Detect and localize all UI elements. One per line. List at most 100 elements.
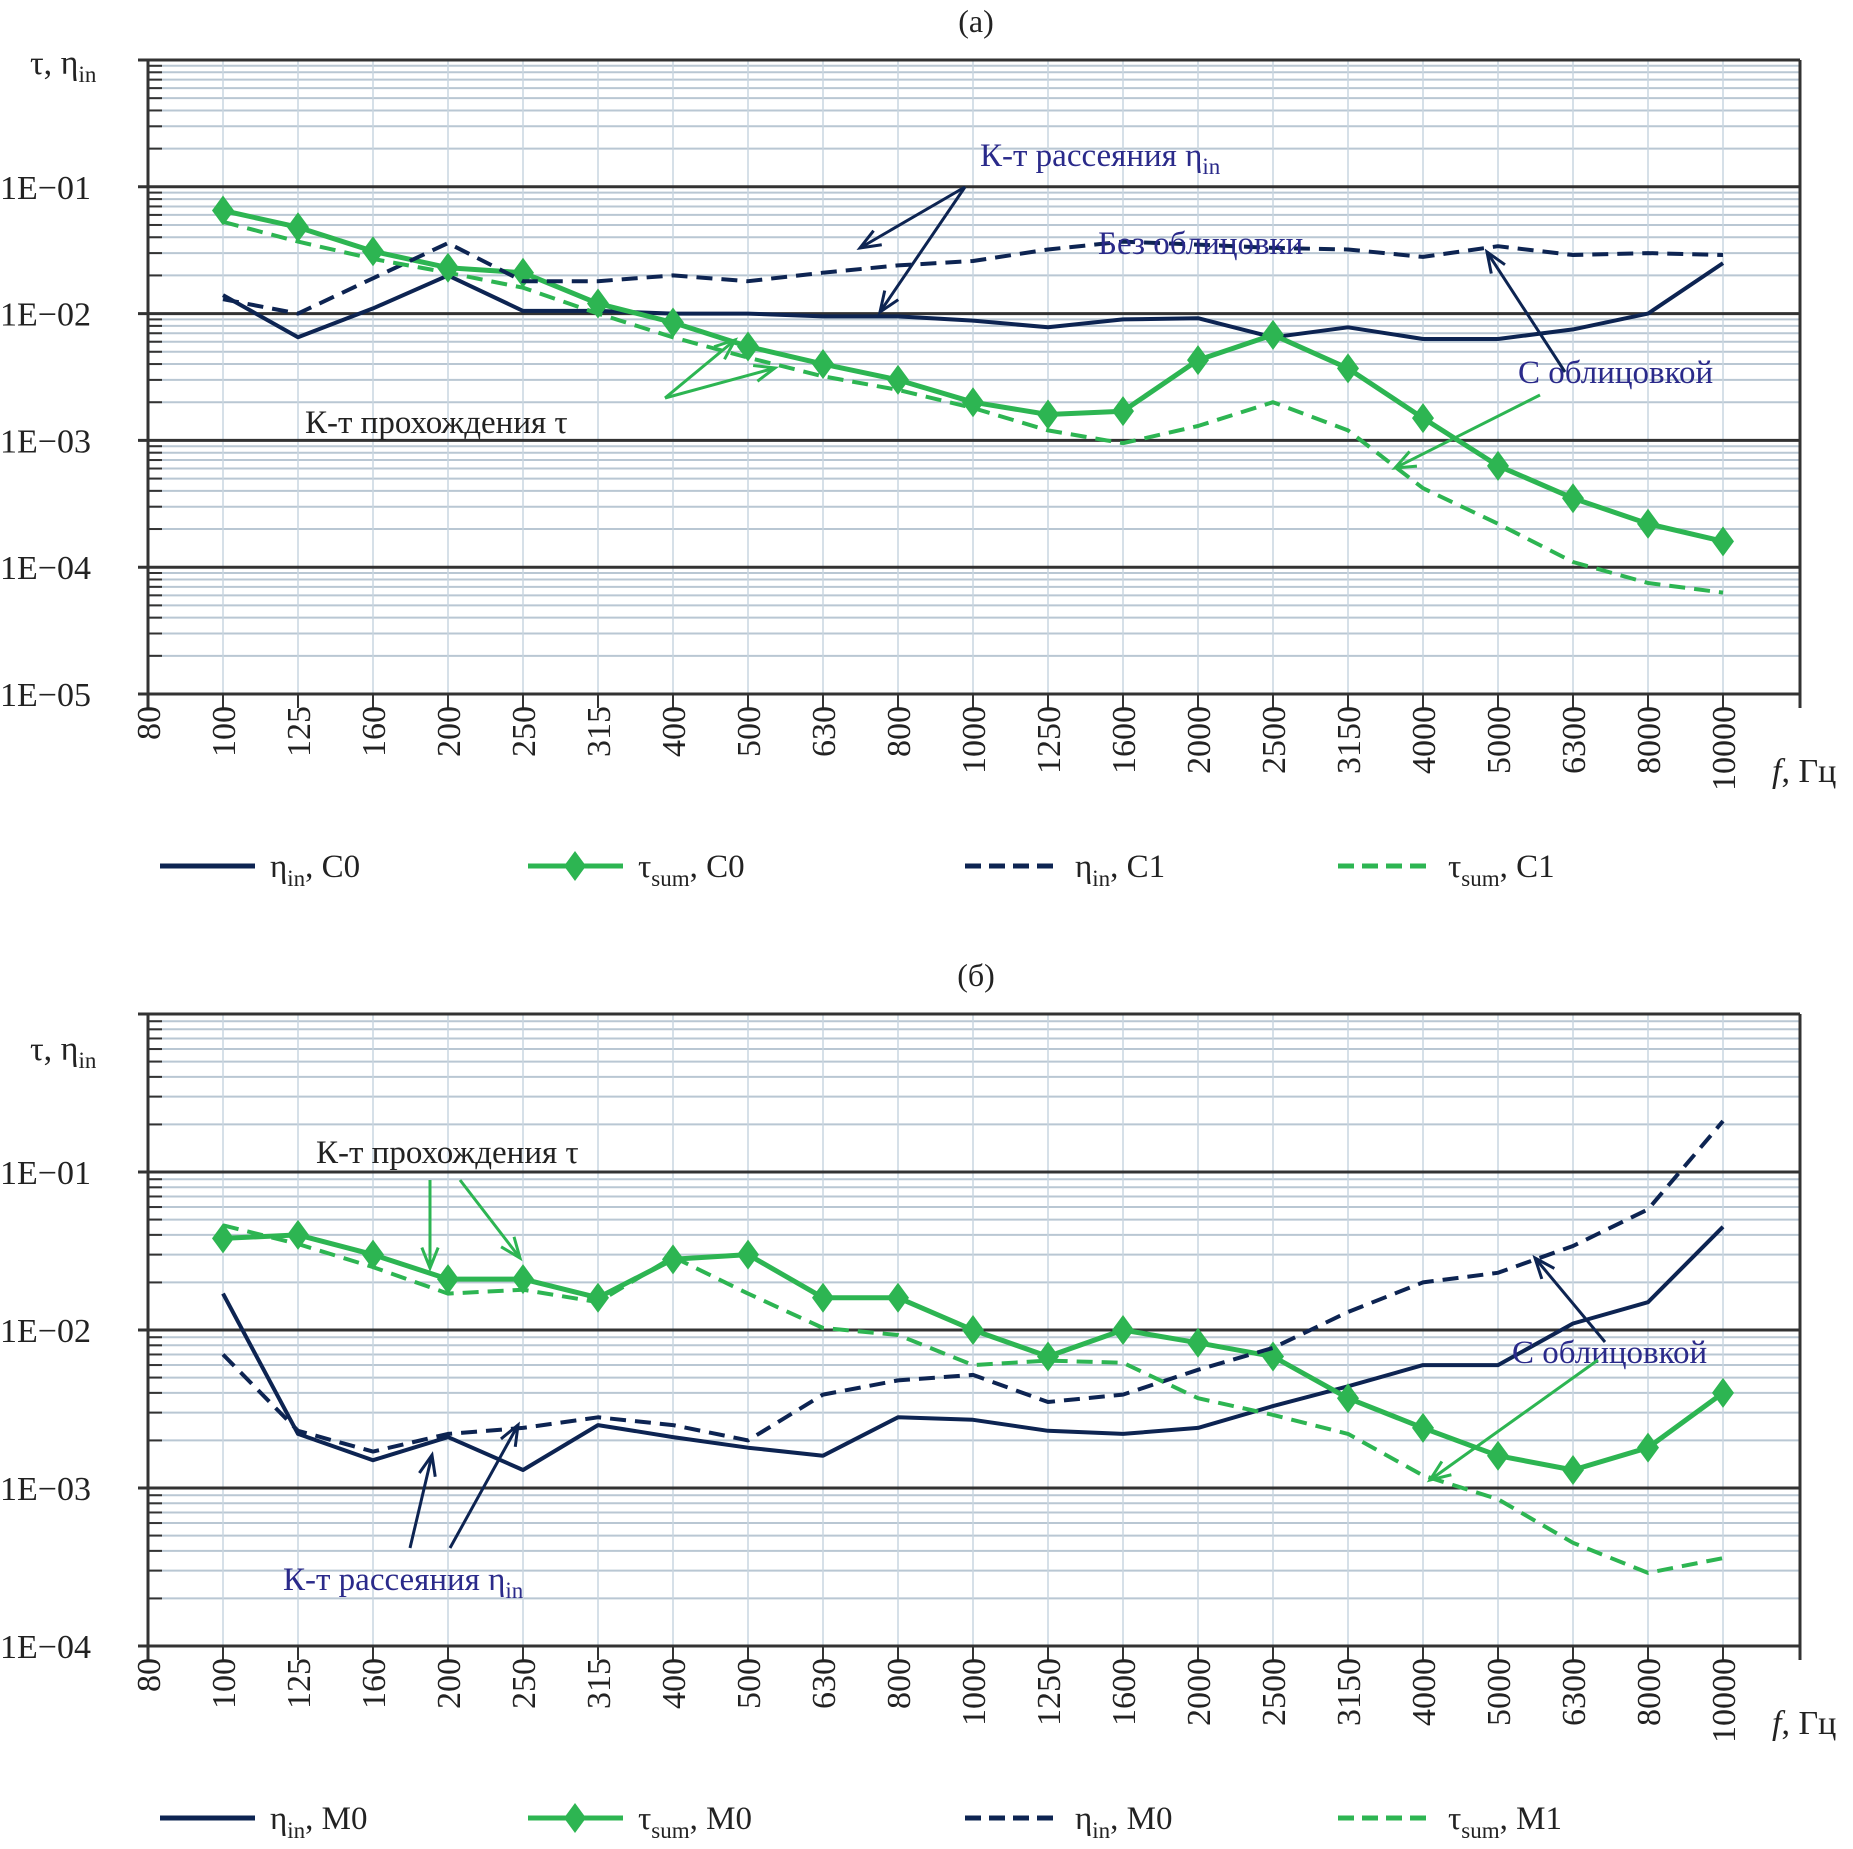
annotation-with-lining: С облицовкой bbox=[1512, 1335, 1707, 1371]
diamond-marker bbox=[1487, 1440, 1509, 1471]
arrow-scatter-1 bbox=[408, 1454, 434, 1549]
panel-a-ylabel: τ, ηin bbox=[30, 45, 97, 87]
x-tick-label: 500 bbox=[731, 1658, 768, 1709]
annotation-scatter-coef: К-т рассеяния ηin bbox=[283, 1562, 524, 1603]
series-line-4 bbox=[222, 219, 1724, 595]
diamond-marker bbox=[212, 1223, 234, 1254]
arrow-scatter-1 bbox=[859, 185, 966, 250]
arrow-trans-1 bbox=[664, 338, 736, 400]
diamond-marker bbox=[1262, 319, 1284, 350]
diamond-marker bbox=[512, 257, 534, 288]
diamond-marker bbox=[1637, 508, 1659, 539]
x-tick-label: 400 bbox=[656, 1658, 693, 1709]
series-line-3 bbox=[221, 1119, 1725, 1454]
diamond-marker bbox=[1187, 1327, 1209, 1358]
annotation-transmission-coef: К-т прохождения τ bbox=[305, 405, 568, 441]
diamond-marker bbox=[587, 1282, 609, 1313]
annotation-scatter-coef: К-т рассеяния ηin bbox=[980, 138, 1221, 179]
x-tick-label: 4000 bbox=[1406, 1658, 1443, 1726]
y-tick-label: 1E−02 bbox=[0, 1313, 91, 1350]
panel-b-yticks: 1E−04 1E−03 1E−02 1E−01 bbox=[0, 1155, 91, 1666]
legend-diamond bbox=[564, 851, 586, 881]
diamond-marker bbox=[1337, 353, 1359, 384]
x-tick-label: 5000 bbox=[1481, 706, 1518, 774]
arrow-lining-navy bbox=[1485, 251, 1567, 373]
diamond-marker bbox=[737, 331, 759, 362]
panel-b: (б) τ, ηin 1E−04 1E−03 1E−02 1E−01 80 100 125… bbox=[0, 957, 1836, 1843]
diamond-marker bbox=[1562, 483, 1584, 514]
diamond-marker bbox=[1037, 1341, 1059, 1372]
x-tick-label: 100 bbox=[206, 706, 243, 757]
x-tick-label: 500 bbox=[731, 706, 768, 757]
legend-diamond bbox=[564, 1803, 586, 1833]
arrowhead bbox=[713, 337, 739, 361]
diamond-marker bbox=[1412, 1412, 1434, 1443]
panel-b-series bbox=[212, 1119, 1734, 1575]
annotation-transmission-coef: К-т прохождения τ bbox=[316, 1135, 579, 1171]
panel-a-title: (a) bbox=[958, 3, 994, 39]
arrow-trans-2 bbox=[664, 366, 776, 400]
legend-label: ηin, C1 bbox=[1075, 849, 1165, 891]
panel-a-series bbox=[212, 195, 1734, 595]
x-tick-label: 1000 bbox=[956, 706, 993, 774]
legend-label: τsum, M1 bbox=[1448, 1801, 1562, 1843]
x-axis-label: f, Гц bbox=[1772, 1705, 1836, 1742]
diamond-marker bbox=[962, 387, 984, 418]
diamond-marker bbox=[1487, 450, 1509, 481]
arrowhead bbox=[500, 1421, 520, 1448]
legend-item: τsum, M0 bbox=[528, 1801, 752, 1843]
diamond-marker bbox=[662, 1244, 684, 1275]
diamond-marker bbox=[887, 1282, 909, 1313]
diamond-marker bbox=[1187, 345, 1209, 376]
panel-a-yticks: 1E−05 1E−04 1E−03 1E−02 1E−01 bbox=[0, 170, 91, 714]
y-tick-label: 1E−04 bbox=[0, 1629, 91, 1666]
legend-item: τsum, C0 bbox=[528, 849, 745, 891]
x-axis-label: f, Гц bbox=[1772, 753, 1836, 790]
legend-label: τsum, M0 bbox=[638, 1801, 752, 1843]
x-tick-label: 160 bbox=[356, 1658, 393, 1709]
diamond-marker bbox=[362, 236, 384, 267]
diamond-marker bbox=[737, 1239, 759, 1270]
x-tick-label: 160 bbox=[356, 706, 393, 757]
diamond-marker bbox=[812, 349, 834, 380]
diamond-marker bbox=[212, 195, 234, 226]
arrowhead bbox=[752, 364, 779, 383]
diamond-marker bbox=[1712, 526, 1734, 557]
x-tick-label: 1000 bbox=[956, 1658, 993, 1726]
series-line-4 bbox=[222, 1223, 1724, 1575]
x-tick-label: 1600 bbox=[1106, 706, 1143, 774]
x-tick-label: 400 bbox=[656, 706, 693, 757]
diamond-marker bbox=[812, 1282, 834, 1313]
diamond-marker bbox=[1112, 1315, 1134, 1345]
diamond-marker bbox=[362, 1239, 384, 1270]
x-tick-label: 250 bbox=[506, 706, 543, 757]
annotation-without-lining: Без облицовки bbox=[1098, 226, 1303, 262]
legend-label: ηin, M0 bbox=[270, 1801, 368, 1843]
legend-item: ηin, M0 bbox=[965, 1801, 1173, 1843]
x-tick-label: 80 bbox=[131, 1658, 168, 1692]
x-tick-label: 1600 bbox=[1106, 1658, 1143, 1726]
x-tick-label: 630 bbox=[806, 1658, 843, 1709]
y-tick-label: 1E−04 bbox=[0, 550, 91, 587]
x-tick-label: 250 bbox=[506, 1658, 543, 1709]
arrowhead bbox=[1426, 1460, 1452, 1483]
arrowhead bbox=[418, 1451, 437, 1477]
arrow-lining-navy bbox=[1533, 1257, 1607, 1343]
y-tick-label: 1E−01 bbox=[0, 170, 91, 207]
y-tick-label: 1E−03 bbox=[0, 1471, 91, 1508]
x-tick-label: 8000 bbox=[1631, 1658, 1668, 1726]
x-tick-label: 800 bbox=[881, 1658, 918, 1709]
diamond-marker bbox=[962, 1315, 984, 1345]
arrowhead bbox=[856, 229, 882, 251]
x-tick-label: 3150 bbox=[1331, 706, 1368, 774]
diamond-marker bbox=[662, 307, 684, 338]
x-tick-label: 5000 bbox=[1481, 1658, 1518, 1726]
annotation-with-lining: С облицовкой bbox=[1518, 355, 1713, 391]
x-tick-label: 80 bbox=[131, 706, 168, 740]
series-line-1 bbox=[221, 1225, 1725, 1472]
series-line-3 bbox=[222, 239, 1724, 316]
legend-item: ηin, C1 bbox=[965, 849, 1165, 891]
arrow-scatter-2 bbox=[448, 1424, 520, 1549]
diamond-marker bbox=[512, 1264, 534, 1295]
x-tick-label: 1250 bbox=[1031, 706, 1068, 774]
